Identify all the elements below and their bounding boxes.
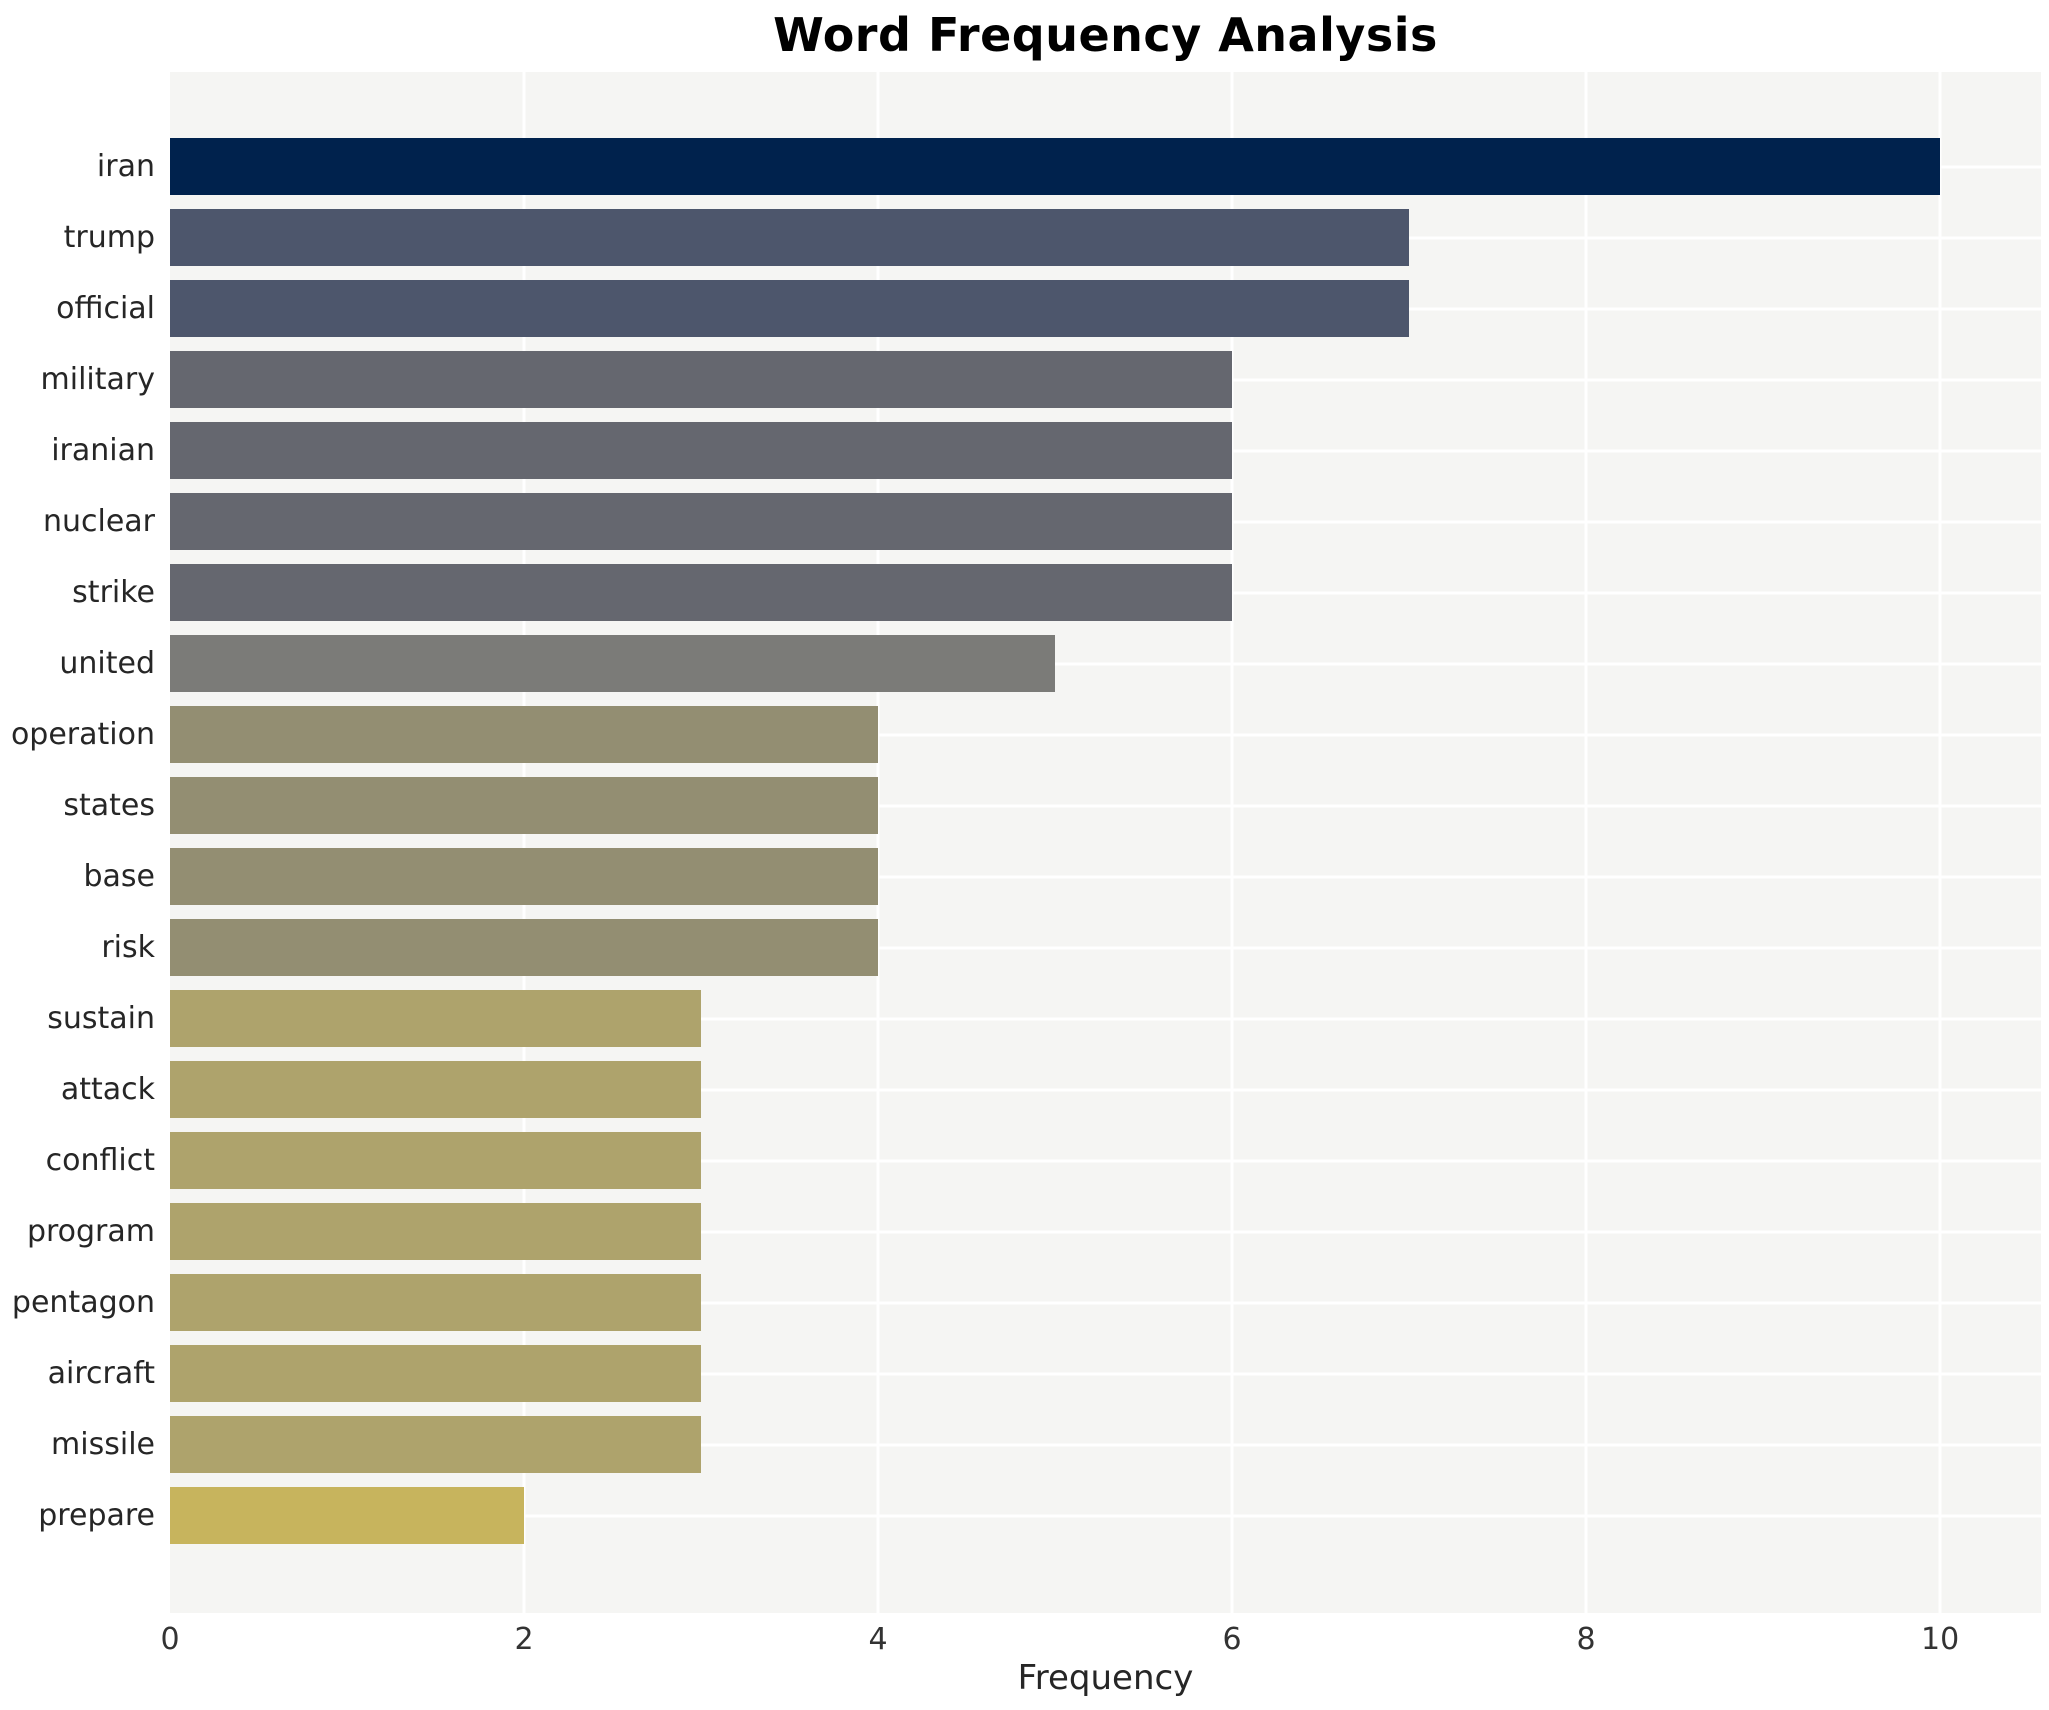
x-tick-label: 8: [1576, 1622, 1596, 1657]
frequency-bar: [170, 1345, 702, 1402]
horizontal-gridline: [170, 1443, 2041, 1446]
category-label: official: [56, 291, 155, 326]
category-label: risk: [101, 930, 155, 965]
horizontal-gridline: [170, 733, 2041, 736]
category-label: operation: [10, 717, 155, 752]
bar-row: iranian: [0, 422, 2049, 479]
frequency-bar: [170, 1132, 702, 1189]
frequency-bar: [170, 706, 879, 763]
bar-row: missile: [0, 1416, 2049, 1473]
horizontal-gridline: [170, 1088, 2041, 1091]
bar-row: united: [0, 635, 2049, 692]
frequency-bar: [170, 422, 1233, 479]
frequency-bar: [170, 848, 879, 905]
frequency-bar: [170, 280, 1410, 337]
frequency-bar: [170, 138, 1941, 195]
x-tick-label: 10: [1921, 1622, 1960, 1657]
horizontal-gridline: [170, 946, 2041, 949]
bar-row: military: [0, 351, 2049, 408]
horizontal-gridline: [170, 875, 2041, 878]
bar-row: operation: [0, 706, 2049, 763]
bar-row: nuclear: [0, 493, 2049, 550]
horizontal-gridline: [170, 1372, 2041, 1375]
bar-row: trump: [0, 209, 2049, 266]
category-label: sustain: [47, 1001, 155, 1036]
frequency-bar: [170, 635, 1056, 692]
vertical-gridline: [522, 72, 526, 1613]
bar-row: aircraft: [0, 1345, 2049, 1402]
category-label: missile: [51, 1427, 155, 1462]
frequency-bar: [170, 209, 1410, 266]
x-tick-label: 6: [1222, 1622, 1242, 1657]
vertical-gridline: [876, 72, 880, 1613]
frequency-bar: [170, 351, 1233, 408]
category-label: prepare: [38, 1498, 155, 1533]
frequency-bar: [170, 1416, 702, 1473]
frequency-bar: [170, 493, 1233, 550]
horizontal-gridline: [170, 662, 2041, 665]
bar-row: risk: [0, 919, 2049, 976]
category-label: pentagon: [11, 1285, 155, 1320]
x-tick-label: 0: [160, 1622, 180, 1657]
horizontal-gridline: [170, 1230, 2041, 1233]
category-label: military: [40, 362, 155, 397]
x-axis-label: Frequency: [1017, 1658, 1194, 1698]
bar-row: strike: [0, 564, 2049, 621]
category-label: states: [63, 788, 155, 823]
horizontal-gridline: [170, 1017, 2041, 1020]
frequency-bar: [170, 1203, 702, 1260]
frequency-bar: [170, 990, 702, 1047]
horizontal-gridline: [170, 1301, 2041, 1304]
vertical-gridline: [1230, 72, 1234, 1613]
bar-row: iran: [0, 138, 2049, 195]
vertical-gridline: [1584, 72, 1588, 1613]
category-label: strike: [72, 575, 155, 610]
frequency-bar: [170, 1487, 525, 1544]
chart-title: Word Frequency Analysis: [773, 8, 1438, 62]
bar-row: conflict: [0, 1132, 2049, 1189]
category-label: conflict: [45, 1143, 155, 1178]
x-tick-label: 4: [868, 1622, 888, 1657]
bar-row: program: [0, 1203, 2049, 1260]
category-label: program: [26, 1214, 155, 1249]
bar-row: official: [0, 280, 2049, 337]
bar-row: states: [0, 777, 2049, 834]
vertical-gridline: [1938, 72, 1942, 1613]
category-label: nuclear: [42, 504, 155, 539]
frequency-bar: [170, 564, 1233, 621]
horizontal-gridline: [170, 804, 2041, 807]
frequency-bar: [170, 777, 879, 834]
bar-row: attack: [0, 1061, 2049, 1118]
bar-row: prepare: [0, 1487, 2049, 1544]
category-label: aircraft: [47, 1356, 155, 1391]
frequency-bar: [170, 919, 879, 976]
category-label: iran: [96, 149, 155, 184]
horizontal-gridline: [170, 1159, 2041, 1162]
bar-row: pentagon: [0, 1274, 2049, 1331]
category-label: united: [59, 646, 155, 681]
category-label: trump: [63, 220, 155, 255]
x-axis-ticks: 0 2 4 6 8 10: [0, 1622, 2049, 1662]
horizontal-gridline: [170, 1514, 2041, 1517]
category-label: iranian: [51, 433, 155, 468]
category-label: attack: [60, 1072, 155, 1107]
x-tick-label: 2: [514, 1622, 534, 1657]
bar-row: base: [0, 848, 2049, 905]
bar-rows: iran trump official military iranian nuclear s…: [0, 138, 2049, 1558]
frequency-bar: [170, 1274, 702, 1331]
category-label: base: [83, 859, 155, 894]
frequency-bar: [170, 1061, 702, 1118]
bar-row: sustain: [0, 990, 2049, 1047]
